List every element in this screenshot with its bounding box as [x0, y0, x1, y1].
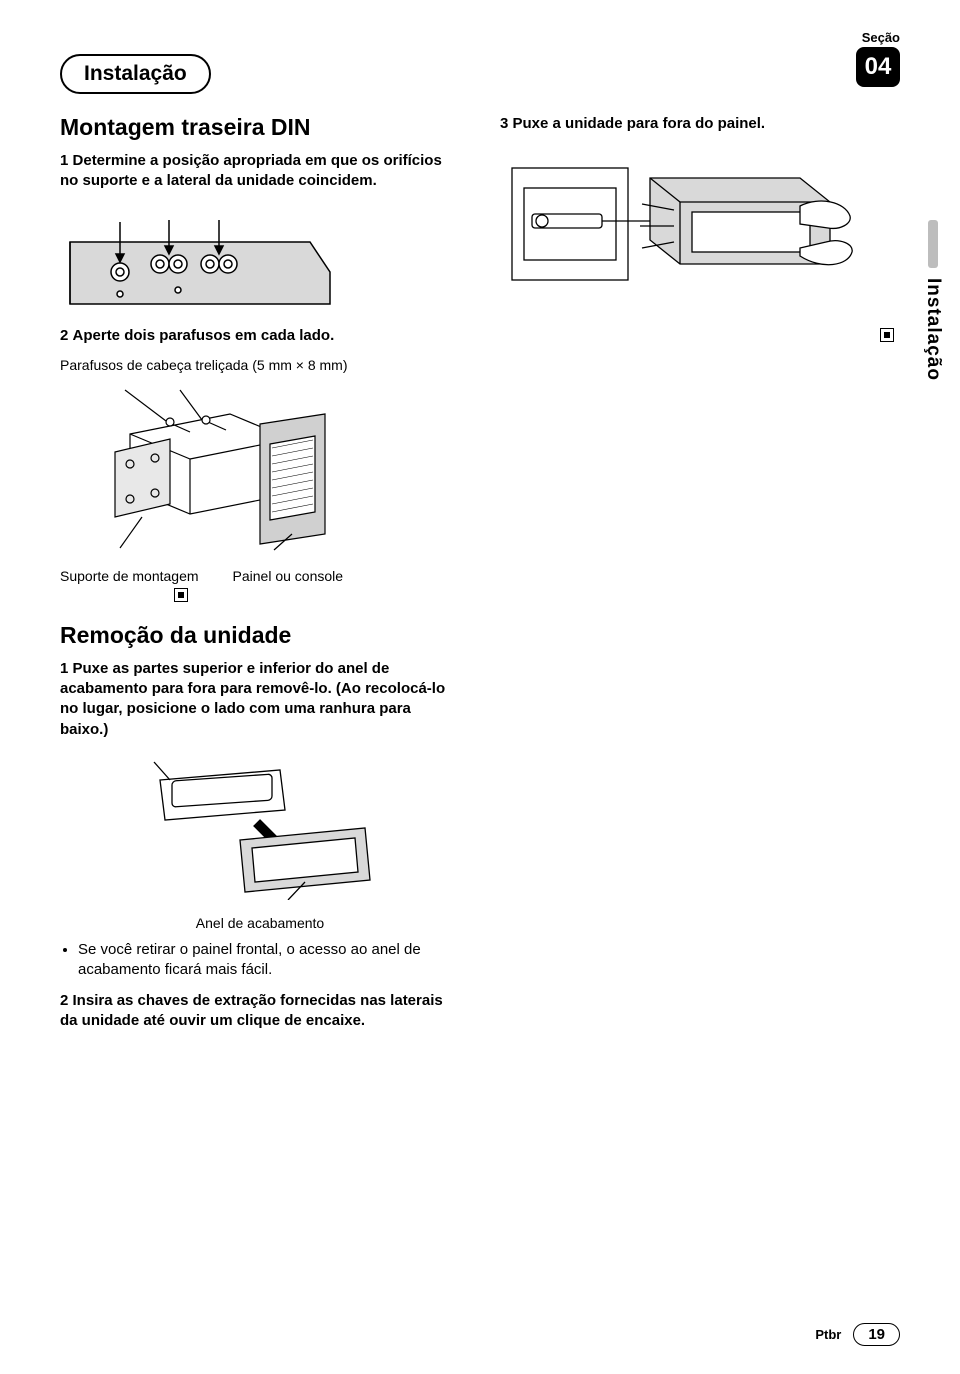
footer-page-number: 19: [853, 1323, 900, 1346]
side-tab-bar: [928, 220, 938, 268]
page: Instalação Seção 04 Montagem traseira DI…: [0, 0, 960, 1374]
section-label: Seção: [856, 30, 900, 45]
step-2-num: 2: [60, 327, 68, 344]
figure-trim-ring: [60, 750, 460, 900]
end-mark-2-wrap: [500, 328, 900, 342]
step-2: 2 Aperte dois parafusos em cada lado.: [60, 326, 460, 346]
remove-step-1-num: 1: [60, 660, 68, 677]
step-1: 1 Determine a posição apropriada em que …: [60, 151, 460, 192]
bullet-list: Se você retirar o painel frontal, o aces…: [78, 940, 460, 981]
remove-step-2: 2 Insira as chaves de extração fornecida…: [60, 991, 460, 1032]
figure-unit-bracket: [60, 384, 460, 554]
remove-step-2-num: 2: [60, 992, 68, 1009]
step-3-num: 3: [500, 115, 508, 132]
figure-bracket-holes: [60, 202, 460, 312]
step-3: 3 Puxe a unidade para fora do painel.: [500, 114, 900, 134]
end-mark-1-wrap: [170, 586, 460, 604]
section-pill: Instalação: [60, 54, 211, 94]
step-1-num: 1: [60, 152, 68, 169]
footer-lang: Ptbr: [815, 1327, 841, 1342]
remove-step-1: 1 Puxe as partes superior e inferior do …: [60, 659, 460, 740]
bullet-1: Se você retirar o painel frontal, o aces…: [78, 940, 460, 981]
fig2-label-right: Painel ou console: [233, 568, 344, 584]
side-tab-label: Instalação: [922, 278, 944, 381]
right-column: 3 Puxe a unidade para fora do painel.: [500, 114, 900, 1041]
caption-screws: Parafusos de cabeça treliçada (5 mm × 8 …: [60, 356, 460, 374]
step-1-text: Determine a posição apropriada em que os…: [60, 152, 442, 189]
caption-ring: Anel de acabamento: [60, 914, 460, 932]
remove-step-2-text: Insira as chaves de extração fornecidas …: [60, 992, 443, 1029]
content-columns: Montagem traseira DIN 1 Determine a posi…: [60, 114, 900, 1041]
step-2-text: Aperte dois parafusos em cada lado.: [73, 327, 335, 344]
step-3-text: Puxe a unidade para fora do painel.: [513, 115, 766, 132]
header-row: Instalação Seção 04: [60, 30, 900, 94]
footer: Ptbr 19: [815, 1323, 900, 1346]
left-column: Montagem traseira DIN 1 Determine a posi…: [60, 114, 460, 1041]
fig2-label-left: Suporte de montagem: [60, 568, 199, 584]
end-mark-icon: [174, 588, 188, 602]
remove-step-1-text: Puxe as partes superior e inferior do an…: [60, 660, 445, 738]
section-number: 04: [856, 47, 900, 87]
side-tab: Instalação: [922, 220, 944, 381]
figure-pull-unit: [500, 144, 900, 314]
heading-remove: Remoção da unidade: [60, 622, 460, 649]
section-badge-group: Seção 04: [856, 30, 900, 87]
figure-2-labels: Suporte de montagem Painel ou console: [60, 568, 460, 584]
end-mark-icon: [880, 328, 894, 342]
heading-mount: Montagem traseira DIN: [60, 114, 460, 141]
